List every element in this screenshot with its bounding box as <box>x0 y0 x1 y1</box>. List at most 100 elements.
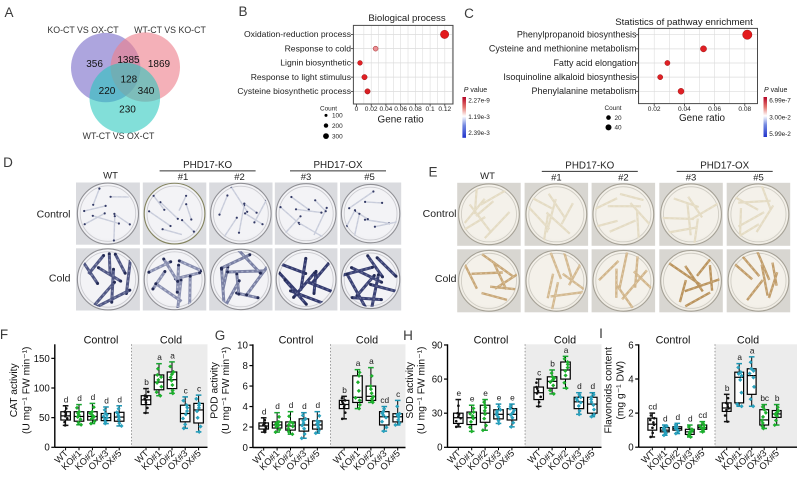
svg-text:0: 0 <box>243 443 249 454</box>
svg-text:d: d <box>64 394 69 404</box>
svg-text:PHD17-OX: PHD17-OX <box>700 161 749 172</box>
svg-text:Cold: Cold <box>49 272 71 284</box>
svg-text:40: 40 <box>615 125 623 132</box>
svg-text:a: a <box>157 352 162 362</box>
svg-text:6.99e-7: 6.99e-7 <box>769 98 791 105</box>
svg-text:0.04: 0.04 <box>379 106 392 113</box>
svg-text:Control: Control <box>37 208 71 220</box>
svg-text:0: 0 <box>628 443 634 454</box>
svg-text:c: c <box>396 389 400 399</box>
svg-text:#5: #5 <box>753 173 764 184</box>
svg-text:d: d <box>577 381 582 391</box>
svg-text:#3: #3 <box>301 172 312 183</box>
svg-text:Phenylalanine metabolism: Phenylalanine metabolism <box>531 86 636 96</box>
svg-text:5.99e-2: 5.99e-2 <box>769 131 791 138</box>
svg-text:200: 200 <box>332 123 343 130</box>
svg-text:a: a <box>750 345 755 355</box>
svg-text:a: a <box>564 345 569 355</box>
svg-text:#2: #2 <box>234 172 245 183</box>
svg-text:P value: P value <box>764 87 787 94</box>
svg-text:Oxidation-reduction process: Oxidation-reduction process <box>244 29 351 39</box>
svg-text:(U mg⁻¹ FW min⁻¹): (U mg⁻¹ FW min⁻¹) <box>221 347 232 435</box>
svg-text:#3: #3 <box>686 173 697 184</box>
svg-text:#5: #5 <box>364 172 375 183</box>
svg-text:d: d <box>302 401 307 411</box>
svg-text:60: 60 <box>432 375 443 386</box>
svg-text:d: d <box>91 392 96 402</box>
svg-text:d: d <box>315 400 320 410</box>
svg-text:a: a <box>356 358 361 368</box>
svg-text:Biological process: Biological process <box>368 13 446 24</box>
svg-text:0.08: 0.08 <box>409 106 422 113</box>
svg-text:356: 356 <box>86 59 103 70</box>
svg-text:90: 90 <box>432 340 443 351</box>
svg-text:d: d <box>590 381 595 391</box>
svg-text:Gene ratio: Gene ratio <box>679 113 726 124</box>
svg-text:b: b <box>550 359 555 369</box>
svg-text:1.19e-3: 1.19e-3 <box>468 114 490 121</box>
svg-text:Isoquinoline alkaloid biosynth: Isoquinoline alkaloid biosynthesis <box>503 72 637 82</box>
svg-text:30: 30 <box>432 409 443 420</box>
svg-text:Cold: Cold <box>356 335 378 347</box>
svg-text:d: d <box>77 393 82 403</box>
svg-text:cd: cd <box>648 402 657 412</box>
svg-text:c: c <box>197 384 201 394</box>
svg-text:WT: WT <box>480 171 495 182</box>
svg-text:a: a <box>737 352 742 362</box>
svg-text:e: e <box>470 394 475 404</box>
svg-text:SOD activity: SOD activity <box>405 361 416 418</box>
svg-text:G: G <box>215 328 226 343</box>
svg-text:2.39e-3: 2.39e-3 <box>468 130 490 137</box>
svg-text:d: d <box>104 396 109 406</box>
svg-text:b: b <box>342 385 347 395</box>
svg-text:Cysteine and methionine metabo: Cysteine and methionine metabolism <box>489 44 637 54</box>
svg-text:Control: Control <box>84 335 119 347</box>
svg-text:0: 0 <box>355 106 359 113</box>
svg-text:Response to light stimulus: Response to light stimulus <box>251 72 351 82</box>
svg-text:0.06: 0.06 <box>394 106 407 113</box>
svg-text:2: 2 <box>628 409 633 420</box>
svg-text:cd: cd <box>380 395 389 405</box>
svg-text:Cold: Cold <box>435 273 457 285</box>
svg-text:20: 20 <box>615 115 623 122</box>
svg-text:150: 150 <box>34 354 51 365</box>
svg-text:#2: #2 <box>618 173 629 184</box>
svg-text:d: d <box>117 394 122 404</box>
svg-text:0.02: 0.02 <box>648 106 661 113</box>
svg-text:Statistics of pathway enrichme: Statistics of pathway enrichment <box>615 17 753 28</box>
svg-text:Phenylpropanoid biosynthesis: Phenylpropanoid biosynthesis <box>517 30 637 40</box>
svg-text:4: 4 <box>628 374 634 385</box>
svg-text:6: 6 <box>243 382 248 393</box>
svg-text:b: b <box>725 383 730 393</box>
svg-text:b: b <box>775 393 780 403</box>
svg-text:cd: cd <box>698 410 707 420</box>
svg-text:Count: Count <box>320 106 337 113</box>
svg-text:H: H <box>403 328 413 343</box>
svg-text:Control: Control <box>656 335 691 347</box>
svg-text:300: 300 <box>332 133 343 140</box>
svg-text:50: 50 <box>39 413 50 424</box>
svg-text:A: A <box>4 5 13 20</box>
svg-text:Cold: Cold <box>737 335 759 347</box>
svg-text:340: 340 <box>138 86 155 97</box>
svg-text:100: 100 <box>332 113 343 120</box>
svg-text:Control: Control <box>423 208 457 220</box>
svg-text:Count: Count <box>604 105 621 112</box>
svg-text:P value: P value <box>464 87 487 94</box>
svg-text:2.27e-9: 2.27e-9 <box>468 98 490 105</box>
svg-text:F: F <box>0 327 8 342</box>
svg-text:100: 100 <box>34 383 51 394</box>
svg-text:0.04: 0.04 <box>678 106 691 113</box>
svg-text:0: 0 <box>44 443 50 454</box>
svg-text:220: 220 <box>99 86 116 97</box>
svg-text:#1: #1 <box>551 173 562 184</box>
svg-text:a: a <box>170 350 175 360</box>
svg-text:(U mg⁻¹ FW min⁻¹): (U mg⁻¹ FW min⁻¹) <box>417 347 428 435</box>
svg-text:d: d <box>275 401 280 411</box>
svg-text:230: 230 <box>119 105 136 116</box>
svg-text:(mg g⁻¹ DW): (mg g⁻¹ DW) <box>615 361 626 420</box>
svg-text:0.06: 0.06 <box>708 106 721 113</box>
svg-text:0.1: 0.1 <box>426 106 435 113</box>
svg-text:c: c <box>184 385 188 395</box>
svg-text:b: b <box>144 377 149 387</box>
